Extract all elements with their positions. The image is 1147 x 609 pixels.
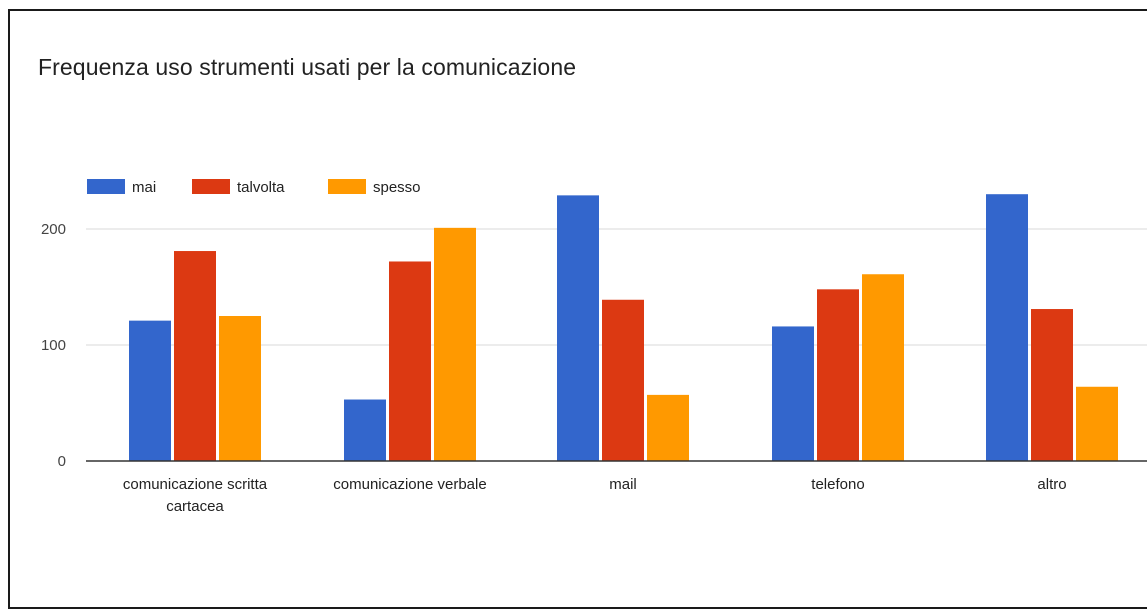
bar-spesso-1: [434, 227, 476, 461]
legend-label-talvolta: talvolta: [237, 179, 285, 196]
bar-spesso-2: [647, 394, 689, 461]
category-label: mail: [609, 476, 637, 493]
bar-mai-0: [129, 320, 171, 461]
category-label-line: altro: [1037, 476, 1066, 493]
category-label-line: comunicazione verbale: [333, 476, 486, 493]
chart-title: Frequenza uso strumenti usati per la com…: [38, 54, 577, 80]
legend-swatch-talvolta: [192, 179, 230, 194]
bar-talvolta-0: [174, 251, 216, 461]
bar-spesso-0: [219, 316, 261, 461]
bar-talvolta-2: [602, 299, 644, 461]
legend-swatch-mai: [87, 179, 125, 194]
category-label-line: mail: [609, 476, 637, 493]
legend-label-spesso: spesso: [373, 179, 421, 196]
bars: [129, 194, 1118, 462]
bar-mai-3: [772, 326, 814, 461]
bar-spesso-4: [1076, 386, 1118, 461]
category-label-line: cartacea: [166, 498, 224, 515]
legend-swatch-spesso: [328, 179, 366, 194]
y-tick-label: 200: [41, 221, 66, 238]
category-label: comunicazione verbale: [333, 476, 486, 493]
category-label-line: telefono: [811, 476, 864, 493]
y-tick-label: 100: [41, 337, 66, 354]
category-label: telefono: [811, 476, 864, 493]
bar-spesso-3: [862, 274, 904, 461]
bar-mai-1: [344, 399, 386, 461]
y-tick-label: 0: [58, 453, 66, 470]
legend: mai talvolta spesso: [87, 179, 421, 196]
y-axis-ticks: 0 100 200: [41, 221, 66, 470]
legend-label-mai: mai: [132, 179, 156, 196]
category-label: altro: [1037, 476, 1066, 493]
bar-talvolta-3: [817, 289, 859, 461]
category-label-line: comunicazione scritta: [123, 476, 268, 493]
category-label: comunicazione scritta cartacea: [123, 476, 268, 515]
bar-talvolta-4: [1031, 309, 1073, 461]
bar-mai-2: [557, 195, 599, 462]
x-axis-categories: comunicazione scritta cartaceacomunicazio…: [123, 476, 1067, 515]
bar-talvolta-1: [389, 261, 431, 461]
bar-mai-4: [986, 194, 1028, 461]
